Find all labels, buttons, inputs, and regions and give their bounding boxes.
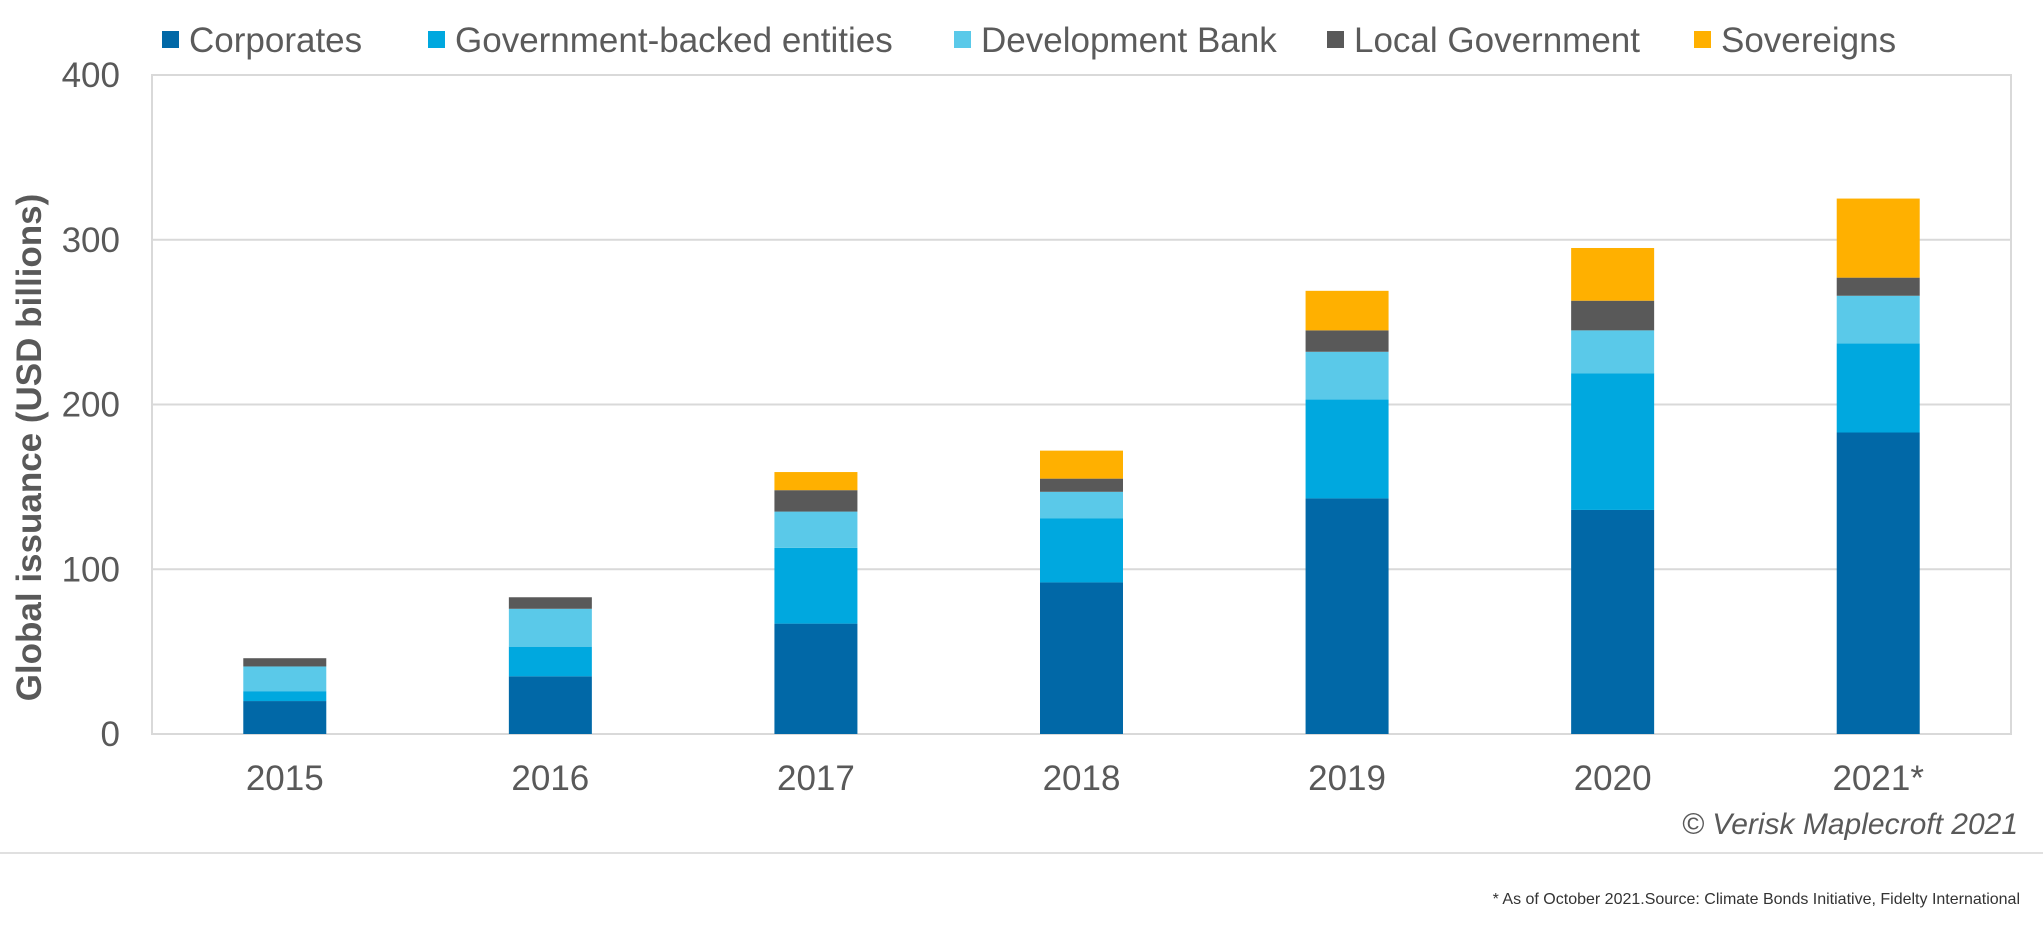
legend-label: Local Government	[1354, 21, 1640, 60]
bar-segment	[243, 691, 327, 702]
bar-segment	[1571, 247, 1655, 301]
bar-segment	[1040, 582, 1123, 734]
bar-segment	[1040, 491, 1123, 519]
bar-segment	[243, 658, 327, 667]
x-tick-label: 2016	[511, 759, 589, 798]
legend-label: Development Bank	[981, 21, 1277, 60]
bar-segment	[508, 646, 592, 677]
bar-segment	[1836, 432, 1920, 734]
bar-segment	[1836, 343, 1920, 433]
bars	[243, 198, 1920, 734]
legend-swatch	[1327, 31, 1344, 48]
legend-swatch	[428, 31, 445, 48]
bar-segment	[1836, 277, 1920, 296]
y-tick-label: 300	[62, 221, 120, 260]
bar-segment	[1836, 198, 1920, 278]
bar-segment	[774, 547, 858, 624]
bar-segment	[1305, 399, 1389, 499]
bar-segment	[508, 676, 592, 734]
bar-segment	[243, 666, 327, 692]
bar-segment	[1305, 330, 1389, 352]
credit-text: © Verisk Maplecroft 2021	[1682, 808, 2018, 841]
y-tick-label: 200	[62, 386, 120, 425]
x-tick-label: 2018	[1043, 759, 1121, 798]
bar-segment	[1040, 450, 1123, 479]
x-tick-label: 2019	[1308, 759, 1386, 798]
x-tick-label: 2021*	[1832, 759, 1924, 798]
bar-segment	[1040, 478, 1123, 492]
x-tick-label: 2020	[1574, 759, 1652, 798]
legend-swatch	[1694, 31, 1711, 48]
bar-segment	[1571, 330, 1655, 374]
bar-segment	[508, 597, 592, 609]
legend-swatch	[162, 31, 179, 48]
legend-label: Corporates	[189, 21, 362, 60]
legend-label: Sovereigns	[1721, 21, 1896, 60]
bar-segment	[774, 511, 858, 548]
source-footnote: * As of October 2021.Source: Climate Bon…	[1493, 891, 2020, 908]
legend: Corporates Government-backed entities Deve…	[162, 21, 1896, 60]
bar-segment	[1571, 509, 1655, 734]
bar-segment	[774, 490, 858, 512]
bar-segment	[1040, 518, 1123, 583]
y-tick-labels: 0 100 200 300 400	[62, 56, 120, 754]
y-tick-label: 100	[62, 550, 120, 589]
x-tick-label: 2015	[246, 759, 324, 798]
bar-segment	[243, 701, 327, 734]
legend-label: Government-backed entities	[455, 21, 893, 60]
y-axis-label: Global issuance (USD billions)	[10, 194, 49, 702]
y-tick-label: 0	[101, 715, 120, 754]
x-tick-label: 2017	[777, 759, 855, 798]
bar-segment	[1305, 498, 1389, 734]
bar-segment	[1305, 351, 1389, 400]
legend-swatch	[954, 31, 971, 48]
bar-segment	[774, 472, 858, 491]
bar-segment	[1305, 290, 1389, 331]
x-tick-labels: 2015 2016 2017 2018 2019 2020 2021*	[246, 759, 1924, 798]
bar-segment	[1836, 295, 1920, 344]
y-tick-label: 400	[62, 56, 120, 95]
bar-segment	[508, 608, 592, 647]
bar-segment	[1571, 300, 1655, 331]
bar-segment	[1571, 373, 1655, 510]
bar-segment	[774, 623, 858, 734]
